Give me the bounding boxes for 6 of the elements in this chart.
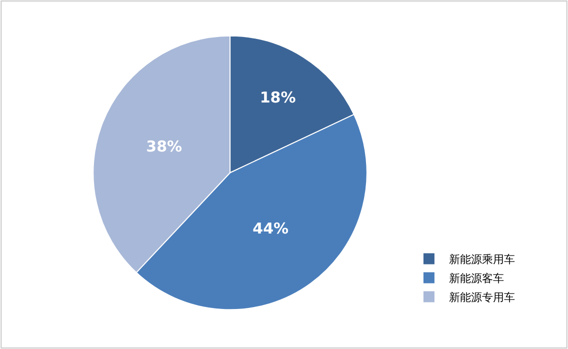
- data-label: 38%: [146, 138, 182, 156]
- data-label: 18%: [260, 88, 296, 106]
- legend-label: 新能源专用车: [448, 291, 515, 304]
- legend-label: 新能源客车: [448, 272, 504, 286]
- legend-label: 新能源乘用车: [448, 253, 515, 266]
- data-label: 44%: [252, 220, 289, 238]
